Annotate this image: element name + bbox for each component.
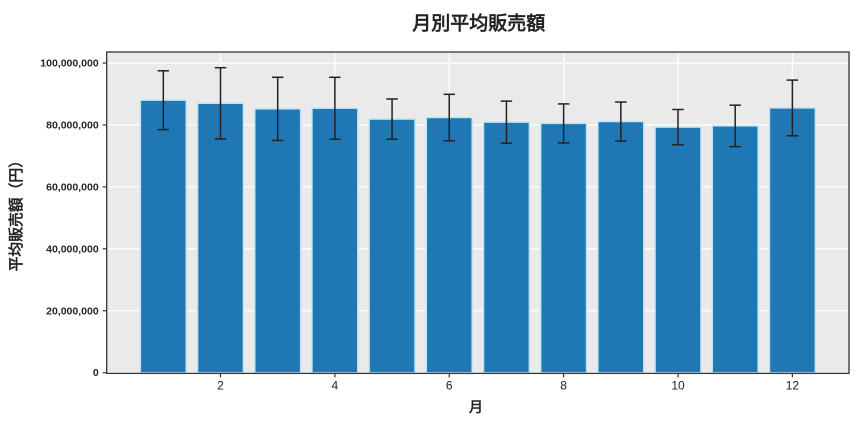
svg-text:40,000,000: 40,000,000: [46, 243, 99, 255]
svg-text:10: 10: [671, 378, 685, 392]
svg-text:100,000,000: 100,000,000: [40, 58, 99, 70]
svg-text:60,000,000: 60,000,000: [46, 181, 99, 193]
svg-text:80,000,000: 80,000,000: [46, 119, 99, 131]
svg-text:2: 2: [217, 378, 224, 392]
svg-text:8: 8: [560, 378, 567, 392]
svg-text:月別平均販売額: 月別平均販売額: [411, 11, 545, 34]
svg-text:月: 月: [468, 399, 483, 415]
svg-text:12: 12: [786, 378, 800, 392]
svg-text:0: 0: [93, 367, 99, 379]
svg-text:20,000,000: 20,000,000: [46, 305, 99, 317]
svg-text:4: 4: [332, 378, 339, 392]
svg-text:6: 6: [446, 378, 453, 392]
svg-text:平均販売額（円）: 平均販売額（円）: [7, 153, 25, 271]
